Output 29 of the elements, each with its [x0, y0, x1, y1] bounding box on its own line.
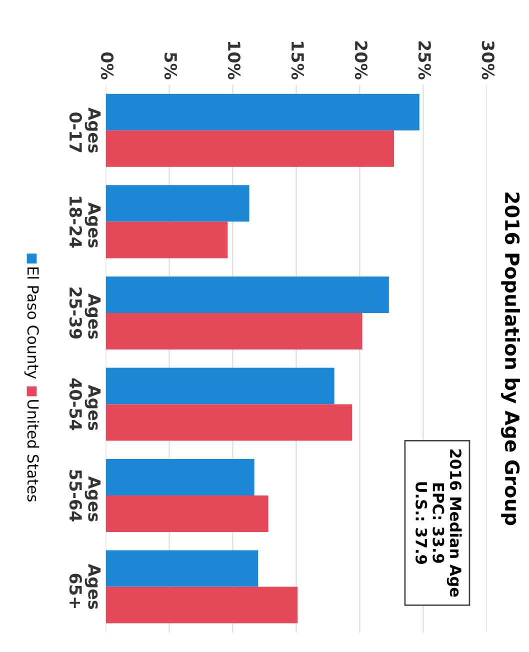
bar [106, 185, 250, 222]
bar [106, 94, 420, 130]
x-tick-label: 10% [228, 42, 241, 80]
annotation: 2016 Median Age EPC: 33.9 U.S.: 37.9 [416, 450, 462, 597]
bar [106, 276, 389, 313]
x-tick-label: 20% [354, 41, 368, 80]
bar [106, 550, 258, 587]
bar [106, 130, 394, 167]
y-tick-label: Ages 55-64 [69, 470, 101, 522]
legend-label: El Paso County [24, 268, 40, 379]
x-tick-label: 25% [418, 41, 431, 80]
bar [106, 222, 228, 258]
x-tick-label: 15% [291, 42, 304, 80]
y-tick-label: Ages 40-54 [69, 378, 101, 430]
legend-label: United States [27, 400, 40, 502]
y-tick-label: Ages 25-39 [69, 288, 101, 339]
y-tick-label: Ages 65+ [69, 564, 101, 610]
bar [106, 496, 268, 532]
bar [106, 312, 362, 350]
x-tick-label: 30% [482, 41, 494, 80]
bar [106, 404, 352, 441]
x-tick-label: 5% [164, 52, 178, 80]
y-tick-label: Ages 0-17 [69, 107, 101, 153]
text: 2016 Population by Age Group [501, 192, 520, 526]
x-tick-label: 0% [100, 52, 114, 80]
bar [106, 586, 298, 624]
bar [106, 459, 254, 496]
bar [106, 368, 334, 404]
y-tick-label: Ages 18-24 [69, 196, 101, 248]
